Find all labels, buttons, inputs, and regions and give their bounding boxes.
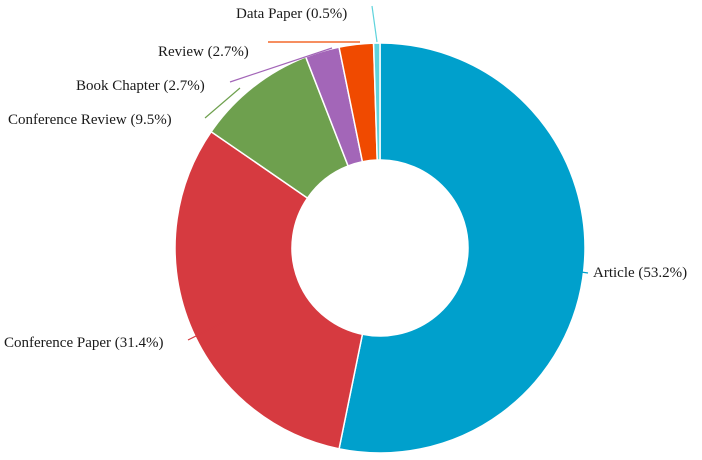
slice-article bbox=[338, 42, 586, 454]
leader-line-conference-paper bbox=[187, 319, 229, 341]
data-label-review: Review (2.7%) bbox=[158, 44, 249, 60]
data-label-conference-paper: Conference Paper (31.4%) bbox=[4, 335, 164, 351]
data-label-book-chapter: Book Chapter (2.7%) bbox=[76, 78, 205, 94]
leader-line-book-chapter bbox=[229, 47, 333, 83]
data-label-data-paper: Data Paper (0.5%) bbox=[236, 6, 347, 22]
data-label-conference-review: Conference Review (9.5%) bbox=[8, 112, 172, 128]
leader-line-article bbox=[552, 267, 589, 274]
data-label-article: Article (53.2%) bbox=[593, 265, 687, 281]
slice-conference-paper bbox=[174, 130, 364, 450]
leader-line-data-paper bbox=[371, 5, 378, 43]
leader-line-conference-review bbox=[204, 87, 241, 119]
slice-data-paper bbox=[372, 42, 381, 161]
